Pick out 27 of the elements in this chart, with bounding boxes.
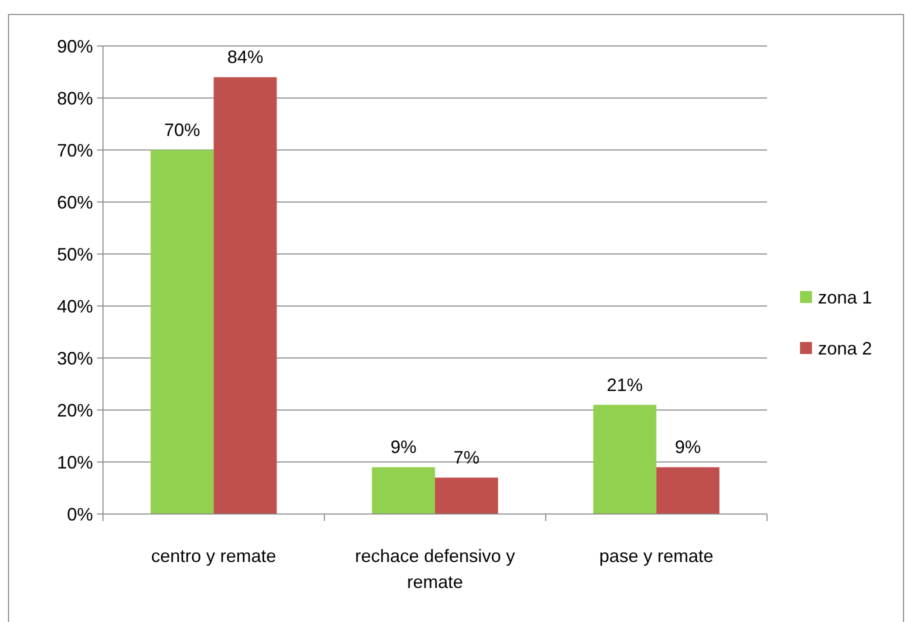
data-label: 70% — [164, 120, 200, 140]
legend-label: zona 2 — [818, 338, 872, 358]
data-label: 9% — [674, 437, 701, 458]
y-tick-label: 20% — [56, 400, 93, 420]
data-label: 84% — [227, 47, 264, 68]
y-tick-label: 10% — [56, 452, 93, 472]
data-label: 7% — [454, 448, 480, 468]
x-tick-label: centro y remate — [151, 546, 276, 566]
x-tick-label: rechace defensivo y remate — [354, 546, 516, 592]
legend-label: zona 1 — [818, 287, 872, 308]
y-tick-label: 70% — [56, 140, 93, 160]
y-tick-label: 90% — [56, 36, 93, 56]
y-tick-label: 40% — [56, 296, 93, 316]
y-tick-label: 60% — [56, 192, 93, 212]
bar — [593, 404, 656, 514]
bar — [214, 77, 277, 514]
bar — [656, 467, 720, 514]
y-tick-label: 80% — [56, 88, 93, 108]
data-label: 9% — [390, 437, 416, 458]
data-label: 21% — [606, 374, 643, 395]
bar — [435, 478, 498, 514]
bar — [372, 467, 435, 514]
y-tick-label: 50% — [56, 244, 93, 264]
bar — [150, 150, 214, 514]
x-tick-label: pase y remate — [599, 546, 714, 566]
y-tick-label: 30% — [56, 348, 93, 368]
y-tick-label: 0% — [66, 504, 93, 524]
